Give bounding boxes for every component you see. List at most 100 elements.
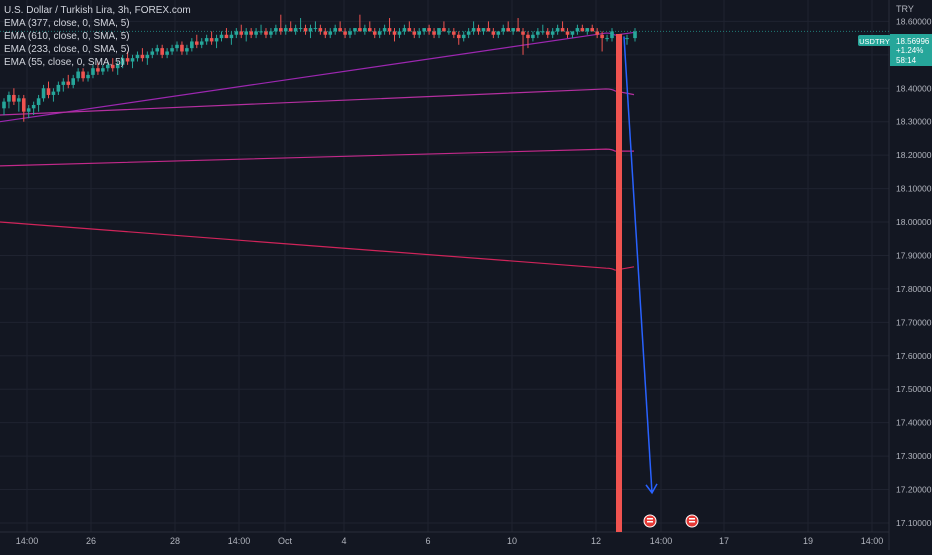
candle-body[interactable] [101, 68, 105, 72]
candle-body[interactable] [313, 28, 318, 30]
candle-body[interactable] [323, 31, 328, 35]
candle-body[interactable] [377, 31, 382, 35]
candle-body[interactable] [36, 98, 41, 105]
candle-body[interactable] [269, 31, 273, 35]
candle-body[interactable] [560, 28, 565, 32]
candle-body[interactable] [155, 48, 160, 52]
candle-body[interactable] [382, 28, 387, 32]
candle-body[interactable] [214, 38, 219, 42]
candle-body[interactable] [106, 64, 110, 69]
candle-body[interactable] [550, 31, 555, 35]
candle-body[interactable] [125, 58, 130, 62]
candle-body[interactable] [115, 64, 120, 69]
candle-body[interactable] [471, 28, 476, 32]
candle-body[interactable] [486, 28, 491, 32]
candle-body[interactable] [575, 28, 580, 32]
candle-body[interactable] [279, 28, 283, 32]
candle-body[interactable] [412, 31, 417, 35]
candle-body[interactable] [26, 108, 31, 112]
indicator-ema-55[interactable]: EMA (55, close, 0, SMA, 5) [4, 57, 125, 68]
candle-body[interactable] [56, 84, 61, 92]
candle-body[interactable] [91, 68, 95, 75]
candle-body[interactable] [496, 31, 501, 35]
candle-body[interactable] [165, 51, 169, 55]
candle-body[interactable] [199, 41, 204, 45]
candle-body[interactable] [41, 88, 46, 99]
candle-body[interactable] [363, 28, 367, 32]
candle-body[interactable] [427, 28, 431, 32]
candle-body[interactable] [140, 54, 145, 59]
candle-body[interactable] [219, 34, 224, 39]
candle-body[interactable] [402, 28, 407, 32]
candle-body[interactable] [501, 28, 506, 32]
candle-body[interactable] [61, 81, 66, 85]
candle-body[interactable] [110, 64, 115, 69]
indicator-ema-233[interactable]: EMA (233, close, 0, SMA, 5) [4, 44, 130, 55]
candle-body[interactable] [407, 28, 412, 32]
candle-body[interactable] [130, 58, 135, 62]
candle-body[interactable] [452, 31, 456, 35]
candle-body[interactable] [417, 31, 422, 35]
candle-body[interactable] [338, 28, 342, 32]
candle-body[interactable] [190, 41, 194, 49]
candle-body[interactable] [274, 28, 278, 32]
candle-body[interactable] [288, 28, 293, 32]
candle-body[interactable] [185, 48, 189, 52]
candle-body[interactable] [31, 104, 36, 109]
candle-body[interactable] [175, 44, 179, 49]
candle-body[interactable] [506, 28, 510, 32]
candle-body[interactable] [120, 58, 125, 65]
candle-body[interactable] [387, 28, 392, 32]
candle-body[interactable] [239, 31, 244, 35]
candle-body[interactable] [348, 31, 352, 35]
candle-body[interactable] [308, 28, 313, 32]
candle-body[interactable] [605, 38, 609, 40]
candle-body[interactable] [249, 31, 253, 35]
candle-body[interactable] [51, 91, 56, 95]
candle-body[interactable] [565, 31, 570, 35]
candle-body[interactable] [86, 74, 90, 79]
candle-body[interactable] [580, 28, 585, 32]
candle-body[interactable] [585, 28, 590, 32]
candle-body[interactable] [397, 31, 402, 35]
candle-body[interactable] [135, 54, 140, 59]
candle-body[interactable] [76, 71, 80, 79]
candle-body[interactable] [367, 28, 372, 32]
candle-body[interactable] [531, 34, 535, 39]
candle-body[interactable] [145, 54, 150, 59]
candle-body[interactable] [456, 34, 461, 39]
candle-body[interactable] [293, 28, 298, 32]
projection-arrow-line[interactable] [623, 36, 653, 493]
candle-body[interactable] [194, 41, 199, 45]
price-tag[interactable] [890, 34, 932, 66]
candle-body[interactable] [234, 31, 239, 35]
candle-body[interactable] [204, 38, 209, 42]
candle-body[interactable] [180, 44, 184, 52]
candle-body[interactable] [318, 28, 323, 32]
candle-body[interactable] [540, 31, 545, 33]
candle-body[interactable] [392, 31, 397, 35]
candle-body[interactable] [343, 31, 347, 35]
candle-body[interactable] [7, 94, 11, 102]
candle-body[interactable] [12, 94, 16, 102]
candle-body[interactable] [71, 78, 76, 85]
indicator-ema-377[interactable]: EMA (377, close, 0, SMA, 5) [4, 18, 130, 29]
candle-body[interactable] [516, 28, 520, 32]
candle-body[interactable] [303, 28, 308, 32]
symbol-tag[interactable] [858, 35, 891, 46]
candle-body[interactable] [545, 31, 550, 35]
candle-body[interactable] [264, 31, 268, 35]
candle-body[interactable] [461, 34, 466, 39]
candle-body[interactable] [328, 31, 333, 35]
price-axis[interactable] [889, 0, 932, 550]
candle-body[interactable] [224, 34, 229, 39]
candle-body[interactable] [625, 38, 629, 40]
candle-body[interactable] [46, 88, 51, 95]
candle-body[interactable] [96, 68, 100, 72]
indicator-ema-610[interactable]: EMA (610, close, 0, SMA, 5) [4, 31, 130, 42]
candle-body[interactable] [555, 28, 560, 32]
candle-body[interactable] [491, 31, 496, 35]
candle-body[interactable] [254, 31, 258, 35]
candle-body[interactable] [590, 28, 595, 32]
